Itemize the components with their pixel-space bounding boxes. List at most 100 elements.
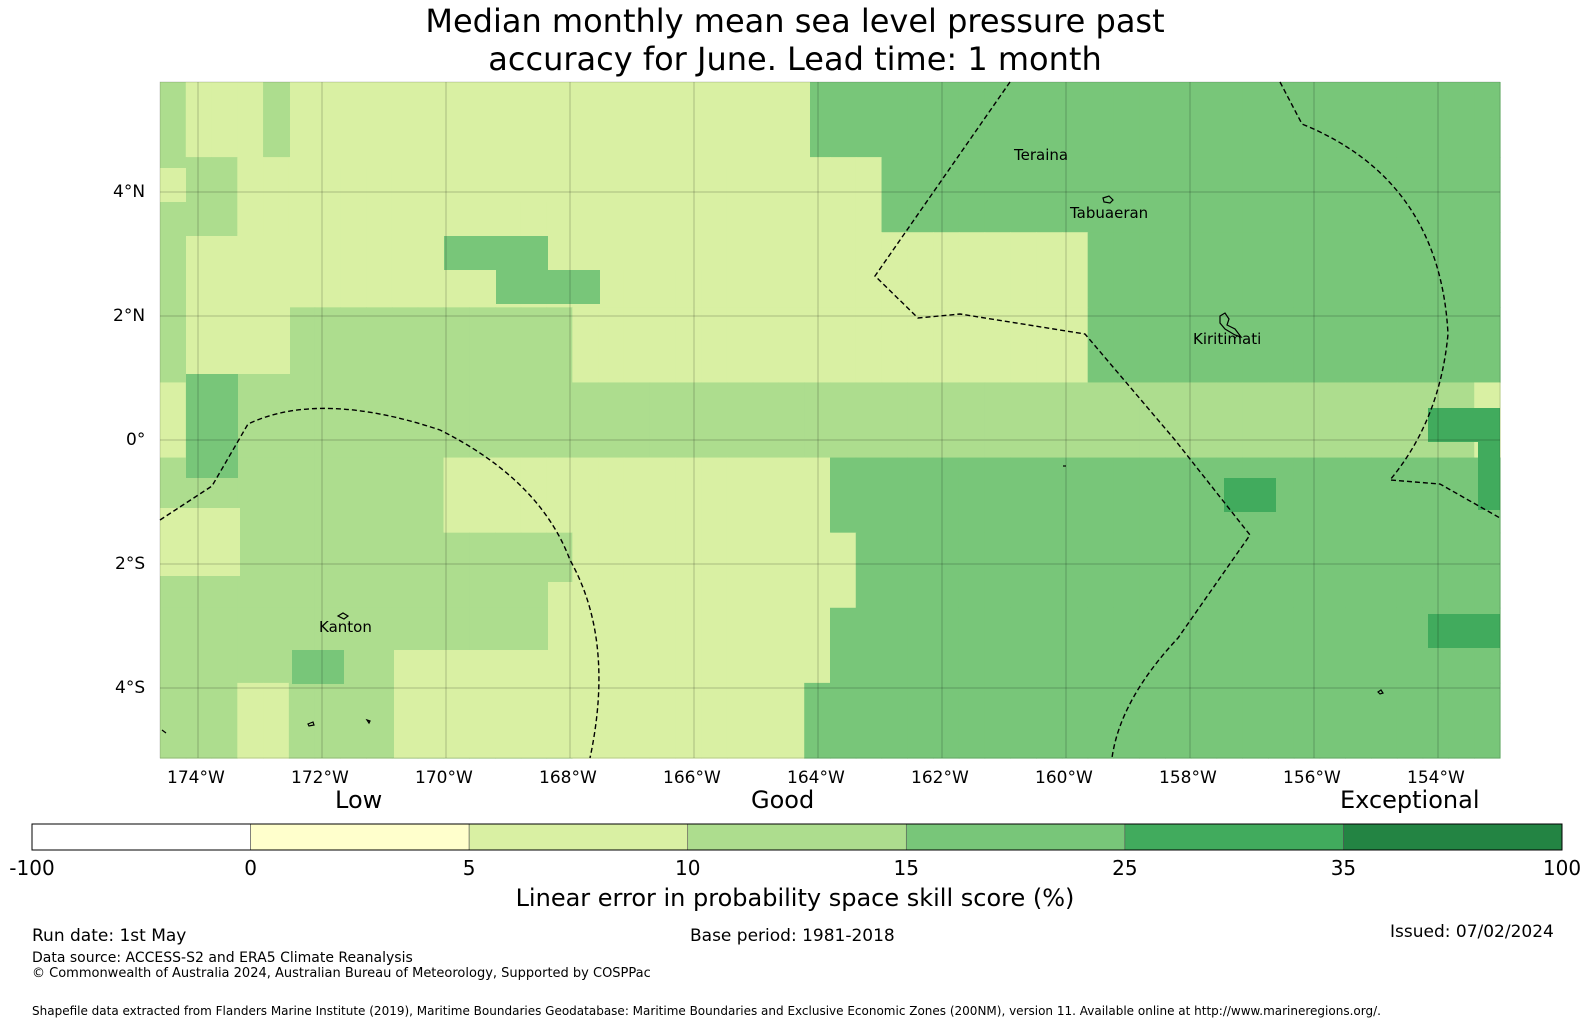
grid-cell <box>855 232 883 308</box>
grid-cell <box>288 457 316 534</box>
grid-cell <box>314 157 341 233</box>
lon-tick-166w: 166°W <box>663 768 721 788</box>
base-period: Base period: 1981-2018 <box>690 926 895 946</box>
grid-cell <box>340 232 367 308</box>
grid-cell <box>469 457 496 534</box>
grid-cell <box>160 607 187 684</box>
grid-cell <box>1319 82 1346 158</box>
lat-tick-4s: 4°S <box>115 678 146 698</box>
grid-cell <box>701 307 728 384</box>
grid-cell <box>726 232 754 308</box>
grid-cell <box>1293 157 1321 233</box>
grid-cell <box>1422 82 1450 158</box>
grid-cell <box>1165 607 1192 684</box>
grid-cell <box>726 457 754 534</box>
grid-cell <box>778 457 805 534</box>
copyright: © Commonwealth of Australia 2024, Austra… <box>32 966 651 981</box>
grid-cell <box>288 532 316 609</box>
grid-cell <box>1428 408 1500 442</box>
colorbar-bin <box>1124 823 1344 851</box>
grid-cell <box>1139 607 1166 684</box>
grid-cell <box>1139 307 1166 384</box>
lon-tick-164w: 164°W <box>787 768 845 788</box>
grid-cell <box>752 457 780 534</box>
lon-tick-170w: 170°W <box>415 768 473 788</box>
grid-cell <box>391 532 419 609</box>
grid-cell <box>292 650 344 684</box>
grid-cell <box>237 82 264 158</box>
grid-cell <box>1113 382 1140 459</box>
grid-cell <box>830 457 857 534</box>
grid-cell <box>1190 607 1218 684</box>
grid-cell <box>881 607 908 684</box>
grid-cell <box>1345 82 1372 158</box>
grid-cell <box>804 307 831 384</box>
eez-boundary-line-islands <box>874 81 1251 759</box>
grid-cell <box>804 157 831 233</box>
grid-cell <box>1087 232 1115 308</box>
grid-cell <box>830 82 857 158</box>
grid-cell <box>1345 382 1372 459</box>
grid-cell <box>1139 532 1166 609</box>
grid-cell <box>830 607 857 684</box>
grid-cell <box>1396 382 1424 459</box>
grid-cell <box>1242 82 1269 158</box>
grid-cell <box>598 457 625 534</box>
grid-cell <box>572 307 599 384</box>
grid-cell <box>1345 682 1372 759</box>
grid-cell <box>1061 607 1089 684</box>
grid-cell <box>701 457 728 534</box>
grid-cell <box>1190 682 1218 759</box>
grid-cell <box>958 382 986 459</box>
grid-cell <box>804 382 831 459</box>
grid-cell <box>1422 157 1450 233</box>
grid-cell <box>1139 82 1166 158</box>
grid-cell <box>1190 382 1218 459</box>
grid-cell <box>984 457 1011 534</box>
grid-cell <box>701 232 728 308</box>
grid-cell <box>185 157 213 233</box>
grid-cell <box>340 682 367 759</box>
colorbar-tick-label: 35 <box>1330 856 1357 880</box>
grid-cell <box>907 532 934 609</box>
grid-cell <box>778 682 805 759</box>
grid-cell <box>211 157 238 233</box>
grid-cell <box>572 457 599 534</box>
grid-cell <box>366 532 393 609</box>
grid-cell <box>1293 532 1321 609</box>
grid-cell <box>366 232 393 308</box>
grid-cell <box>804 232 831 308</box>
grid-cell <box>1319 382 1346 459</box>
grid-cell <box>1165 457 1192 534</box>
place-label-kanton: Kanton <box>319 618 372 636</box>
grid-cell <box>263 607 290 684</box>
grid-cell <box>1474 232 1501 308</box>
grid-cell <box>1319 157 1346 233</box>
run-date: Run date: 1st May <box>32 926 187 946</box>
grid-cell <box>907 682 934 759</box>
grid-cell <box>520 307 548 384</box>
grid-cell <box>391 307 419 384</box>
grid-cell <box>314 232 341 308</box>
grid-cell <box>1319 682 1346 759</box>
grid-cell <box>1165 532 1192 609</box>
grid-cell <box>752 232 780 308</box>
grid-cell <box>1396 607 1424 684</box>
eez-boundary-phoenix <box>159 407 600 759</box>
grid-cell <box>1268 232 1295 308</box>
grid-cell <box>443 307 470 384</box>
colorbar-tick-label: -100 <box>9 856 55 880</box>
grid-cell <box>186 374 238 478</box>
category-good: Good <box>751 786 815 814</box>
colorbar-tick-label: 10 <box>674 856 701 880</box>
colorbar-bin <box>905 823 1126 851</box>
lon-tick-162w: 162°W <box>911 768 969 788</box>
colorbar-tick-label: 0 <box>244 856 257 880</box>
grid-cell <box>495 382 522 459</box>
grid-cell <box>1371 82 1398 158</box>
grid-cell <box>623 307 651 384</box>
grid-cell <box>160 508 240 576</box>
grid-cell <box>830 307 857 384</box>
grid-cell <box>804 457 831 534</box>
skill-map <box>159 81 1501 759</box>
